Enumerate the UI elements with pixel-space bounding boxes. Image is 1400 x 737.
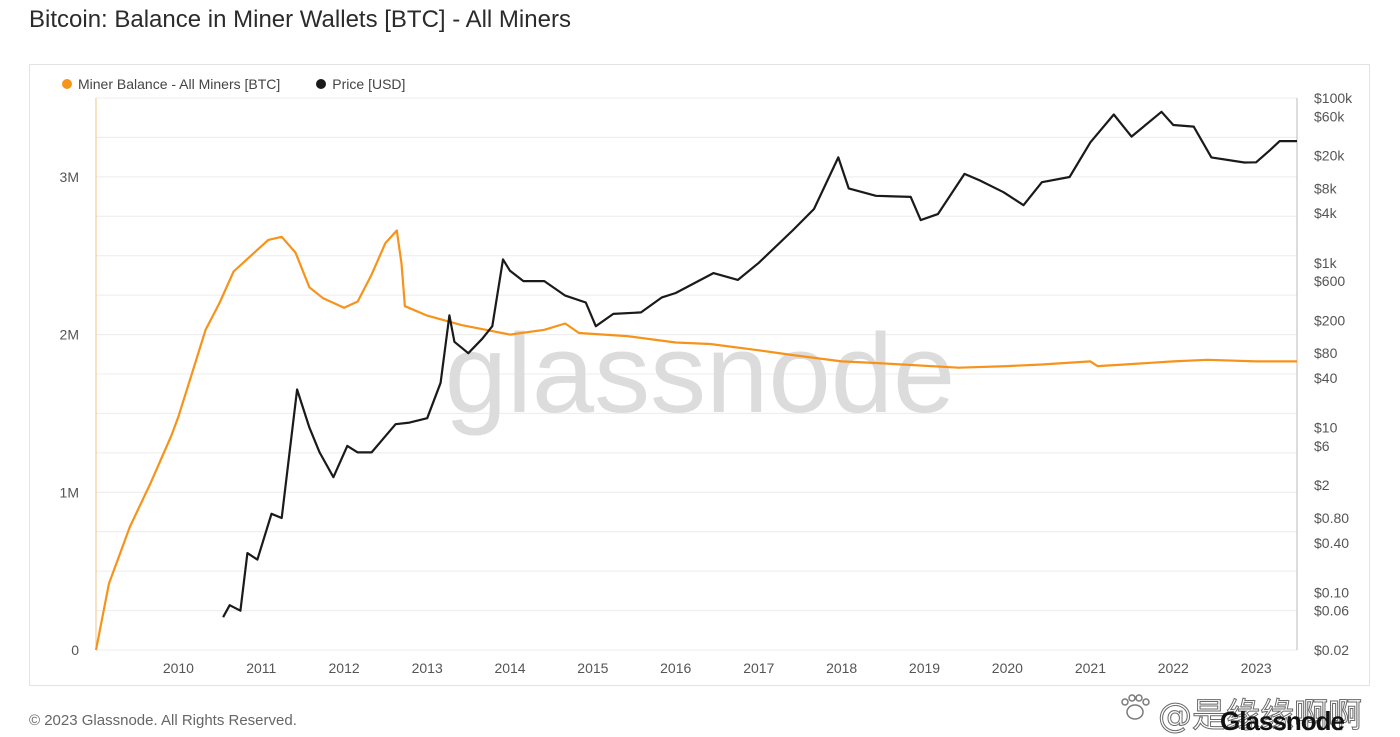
x-axis-tick-label: 2015 bbox=[577, 660, 608, 676]
glassnode-watermark: glassnode bbox=[445, 311, 956, 436]
right-axis-tick-label: $2 bbox=[1314, 477, 1330, 493]
right-axis-tick-label: $0.02 bbox=[1314, 642, 1349, 658]
legend-item-price[interactable]: Price [USD] bbox=[316, 76, 405, 92]
right-axis-tick-label: $0.06 bbox=[1314, 603, 1349, 619]
right-axis-tick-label: $0.40 bbox=[1314, 535, 1349, 551]
right-axis-tick-label: $20k bbox=[1314, 148, 1345, 164]
right-axis-tick-label: $4k bbox=[1314, 205, 1338, 221]
x-axis-tick-label: 2011 bbox=[246, 660, 276, 676]
left-axis-tick-label: 1M bbox=[60, 484, 79, 500]
series-line-miner-balance bbox=[94, 229, 1297, 651]
right-axis-tick-label: $10 bbox=[1314, 420, 1338, 436]
right-axis-tick-label: $0.80 bbox=[1314, 510, 1349, 526]
right-axis-tick-label: $100k bbox=[1314, 90, 1353, 106]
right-axis-tick-label: $8k bbox=[1314, 180, 1338, 196]
legend-item-miner-balance[interactable]: Miner Balance - All Miners [BTC] bbox=[62, 76, 280, 92]
copyright-text: © 2023 Glassnode. All Rights Reserved. bbox=[29, 712, 297, 729]
right-axis-tick-label: $0.10 bbox=[1314, 584, 1349, 600]
right-axis-tick-label: $40 bbox=[1314, 370, 1338, 386]
left-axis-tick-label: 2M bbox=[60, 327, 79, 343]
chart-frame bbox=[29, 64, 1370, 686]
right-axis-tick-label: $60k bbox=[1314, 108, 1345, 124]
x-axis-tick-label: 2019 bbox=[909, 660, 940, 676]
x-axis-tick-label: 2023 bbox=[1241, 660, 1272, 676]
x-axis-tick-label: 2021 bbox=[1075, 660, 1106, 676]
right-axis-tick-label: $80 bbox=[1314, 345, 1338, 361]
x-axis-tick-label: 2018 bbox=[826, 660, 857, 676]
right-axis-tick-label: $600 bbox=[1314, 273, 1345, 289]
glassnode-logo: Glassnode bbox=[1220, 706, 1345, 736]
left-axis-tick-label: 0 bbox=[71, 642, 79, 658]
legend-dot-black-icon bbox=[316, 79, 327, 89]
series-line-price bbox=[222, 110, 1297, 618]
x-axis-tick-label: 2017 bbox=[743, 660, 774, 676]
right-axis-tick-label: $6 bbox=[1314, 438, 1330, 454]
right-axis-tick-label: $200 bbox=[1314, 312, 1345, 328]
x-axis-tick-label: 2012 bbox=[329, 660, 360, 676]
x-axis-tick-label: 2016 bbox=[660, 660, 691, 676]
x-axis-tick-label: 2013 bbox=[412, 660, 443, 676]
x-axis-tick-label: 2020 bbox=[992, 660, 1023, 676]
x-axis-tick-label: 2022 bbox=[1158, 660, 1189, 676]
page-title: Bitcoin: Balance in Miner Wallets [BTC] … bbox=[29, 6, 571, 33]
right-axis-tick-label: $1k bbox=[1314, 255, 1338, 271]
paw-watermark-icon bbox=[1121, 694, 1150, 720]
left-axis-tick-label: 3M bbox=[60, 169, 79, 185]
chart-legend: Miner Balance - All Miners [BTC] Price [… bbox=[62, 76, 405, 92]
legend-label-price: Price [USD] bbox=[332, 76, 406, 92]
legend-label-miner-balance: Miner Balance - All Miners [BTC] bbox=[78, 76, 281, 92]
x-axis-tick-label: 2010 bbox=[163, 660, 194, 676]
legend-dot-orange-icon bbox=[62, 79, 72, 89]
x-axis-tick-label: 2014 bbox=[494, 660, 525, 676]
